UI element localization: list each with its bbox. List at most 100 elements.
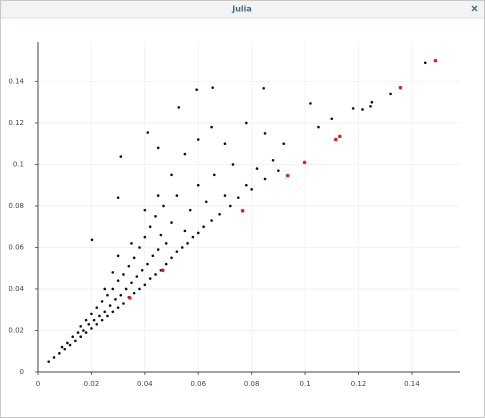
- point: [84, 318, 88, 322]
- point: [79, 335, 83, 339]
- window-title: Julia: [231, 5, 252, 14]
- point: [119, 293, 123, 297]
- point: [162, 204, 165, 208]
- point: [71, 335, 75, 339]
- x-tick-label: 0.12: [351, 380, 367, 388]
- point: [79, 325, 83, 328]
- point: [164, 262, 168, 266]
- point: [262, 86, 265, 90]
- point: [116, 254, 120, 258]
- y-tick-label: 0.04: [8, 285, 24, 293]
- point: [282, 142, 286, 145]
- point: [277, 169, 280, 172]
- point: [130, 242, 133, 245]
- plot: 0 0.02 0.04 0.06 0.08 0.1 0.12 0.14 0 0.02 0.04 0.0…: [8, 42, 460, 388]
- point: [186, 242, 189, 245]
- y-tick-label: 0.12: [8, 119, 24, 127]
- point: [361, 108, 364, 111]
- point: [369, 105, 372, 108]
- point: [74, 339, 77, 343]
- point: [130, 281, 133, 285]
- x-tick-label: 0.1: [300, 380, 311, 388]
- point: [143, 235, 147, 239]
- point: [245, 183, 248, 187]
- point: [170, 173, 173, 177]
- point: [146, 131, 150, 134]
- point: [132, 291, 136, 295]
- point: [90, 238, 94, 242]
- point: [60, 345, 64, 349]
- point: [151, 254, 155, 258]
- point: [423, 61, 427, 65]
- point: [52, 356, 56, 359]
- y-tick-label: 0.1: [13, 160, 24, 168]
- point: [223, 142, 227, 145]
- point: [103, 287, 107, 291]
- y-tick-label: 0.02: [8, 326, 24, 334]
- point: [309, 102, 312, 105]
- point: [250, 188, 253, 191]
- point: [100, 300, 104, 303]
- point: [148, 277, 152, 280]
- point: [122, 302, 125, 305]
- point: [191, 235, 195, 239]
- point: [398, 85, 403, 90]
- point: [95, 322, 99, 326]
- point: [170, 221, 173, 224]
- point: [237, 196, 240, 199]
- point: [128, 296, 132, 300]
- point: [87, 322, 91, 326]
- y-tick-label: 0.14: [8, 77, 24, 85]
- point: [154, 215, 157, 218]
- point: [90, 312, 93, 316]
- point: [116, 306, 120, 309]
- point: [103, 310, 107, 314]
- point: [143, 283, 147, 287]
- point: [180, 246, 184, 249]
- point: [196, 138, 200, 141]
- point: [58, 352, 61, 355]
- point: [263, 132, 267, 135]
- point: [170, 256, 173, 260]
- point: [263, 177, 267, 181]
- point: [95, 306, 99, 309]
- point: [68, 343, 72, 347]
- point: [218, 212, 221, 216]
- point: [210, 125, 213, 129]
- x-tick-label: 0.02: [84, 380, 100, 388]
- point: [84, 331, 88, 334]
- point: [156, 248, 160, 251]
- point: [351, 107, 355, 110]
- point: [370, 100, 374, 104]
- point: [196, 183, 200, 187]
- close-button[interactable]: [471, 5, 478, 12]
- point: [223, 194, 227, 197]
- point: [164, 242, 168, 245]
- point: [140, 269, 144, 272]
- y-tick-label: 0: [20, 368, 24, 376]
- point: [177, 106, 181, 109]
- point: [317, 125, 320, 129]
- point: [138, 246, 141, 249]
- point: [229, 204, 232, 208]
- point: [302, 160, 307, 165]
- x-tick-label: 0.08: [244, 380, 260, 388]
- point: [159, 233, 163, 237]
- title-bar: [1, 1, 484, 18]
- point: [127, 264, 131, 268]
- point: [338, 134, 342, 139]
- point: [175, 250, 179, 253]
- point: [196, 231, 200, 235]
- point: [204, 200, 208, 204]
- point: [160, 268, 165, 273]
- point: [183, 229, 187, 233]
- point: [334, 137, 338, 142]
- point: [202, 225, 205, 229]
- point: [188, 208, 192, 212]
- point: [111, 310, 115, 314]
- point: [285, 173, 290, 178]
- point: [143, 208, 147, 212]
- point: [90, 327, 93, 330]
- point: [183, 152, 187, 156]
